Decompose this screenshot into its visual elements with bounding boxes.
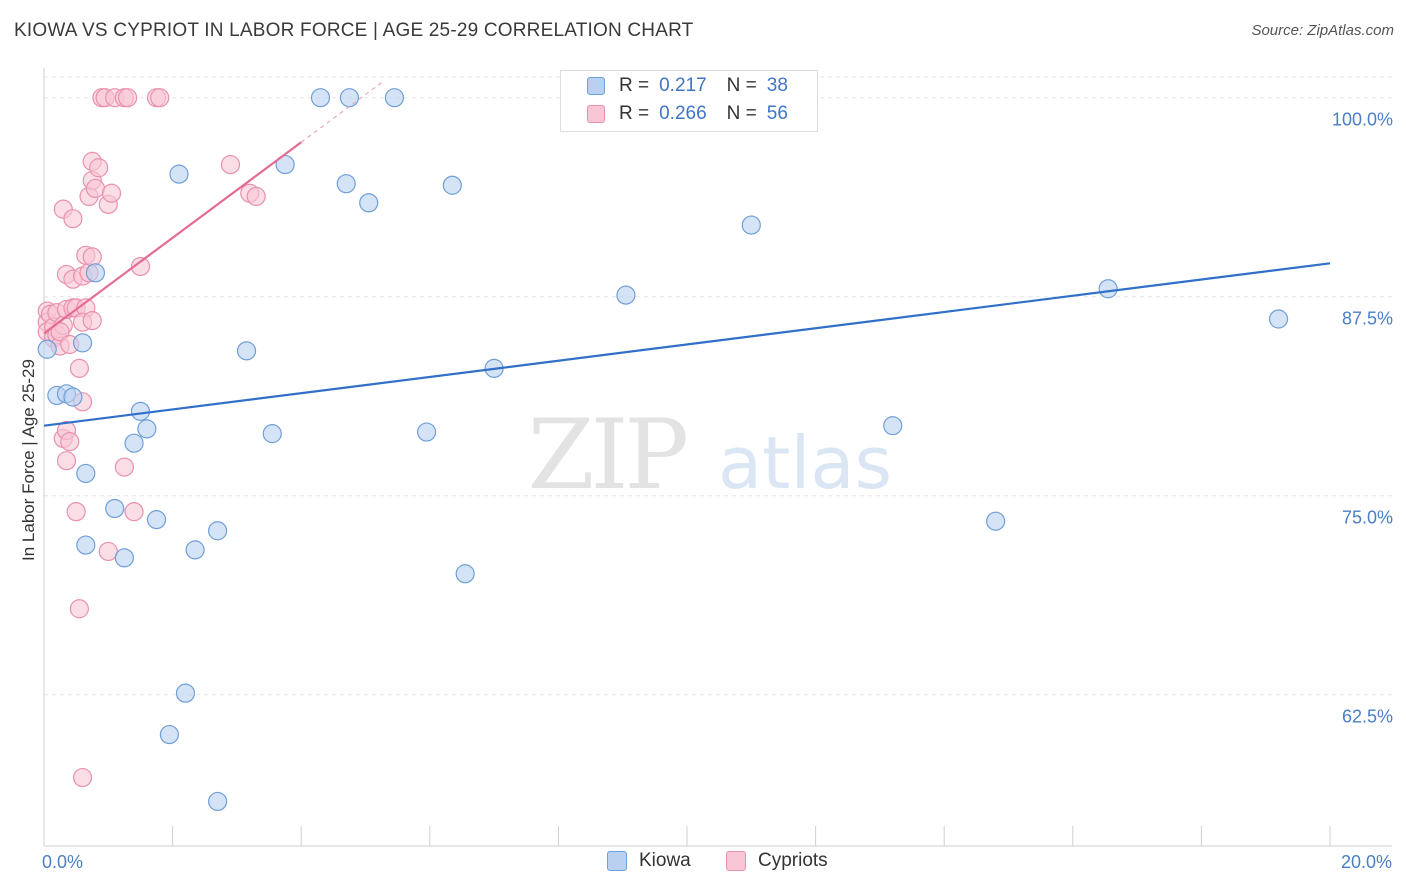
stats-row-kiowa: R = 0.217 N = 38: [587, 73, 788, 99]
kiowa-point: [105, 498, 125, 519]
cypriot-point: [56, 451, 77, 471]
kiowa-n-label: N =: [726, 75, 757, 96]
cypriot-n-label: N =: [726, 103, 757, 124]
kiowa-point: [175, 683, 196, 703]
kiowa-point: [310, 88, 331, 108]
cypriot-r-value: 0.266: [659, 103, 707, 124]
cypriot-point: [69, 599, 89, 619]
kiowa-point: [1268, 309, 1289, 329]
watermark: ZIP atlas: [528, 399, 892, 511]
kiowa-point: [76, 535, 96, 555]
cypriot-points: [37, 88, 266, 788]
kiowa-point: [130, 401, 151, 421]
kiowa-swatch: [587, 77, 605, 95]
kiowa-point: [114, 548, 134, 568]
kiowa-r-value: 0.217: [659, 75, 707, 96]
kiowa-point: [883, 416, 903, 436]
kiowa-point: [37, 339, 57, 359]
kiowa-point: [146, 510, 167, 530]
x-tick-min: 0.0%: [42, 852, 84, 872]
legend-cypriot-label: Cypriots: [758, 850, 828, 871]
legend-kiowa-label: Kiowa: [639, 850, 691, 871]
legend-item-kiowa[interactable]: Kiowa: [607, 850, 691, 872]
watermark-atlas: atlas: [718, 421, 892, 505]
cypriot-point: [89, 158, 109, 178]
y-tick-labels: 62.5% 75.0% 87.5% 100.0%: [1332, 110, 1393, 727]
legend-cypriot-swatch: [726, 851, 746, 871]
y-tick-label: 62.5%: [1342, 707, 1393, 727]
y-tick-label: 100.0%: [1332, 110, 1393, 130]
kiowa-r-label: R =: [619, 75, 650, 96]
legend-kiowa-swatch: [607, 851, 627, 871]
cypriot-point: [150, 88, 170, 108]
y-axis-label: In Labor Force | Age 25-29: [19, 359, 38, 561]
kiowa-point: [339, 88, 360, 108]
kiowa-point: [262, 424, 282, 444]
kiowa-point: [124, 433, 144, 453]
kiowa-point: [76, 463, 96, 484]
cypriot-trend-extension: [300, 81, 384, 143]
kiowa-point: [63, 387, 83, 407]
cypriot-point: [82, 247, 102, 267]
kiowa-point: [384, 88, 405, 108]
kiowa-point: [359, 193, 379, 213]
cypriot-point: [72, 767, 93, 788]
trend-lines: [43, 81, 1331, 427]
kiowa-point: [741, 215, 761, 235]
kiowa-point: [442, 175, 462, 195]
chart-title: KIOWA VS CYPRIOT IN LABOR FORCE | AGE 25…: [14, 20, 694, 41]
y-tick-label: 75.0%: [1342, 508, 1393, 528]
kiowa-point: [1098, 279, 1118, 299]
legend-item-cypriot[interactable]: Cypriots: [726, 850, 828, 872]
y-axis-label-wrap: In Labor Force | Age 25-29: [14, 250, 44, 670]
cypriot-r-label: R =: [619, 103, 650, 124]
stats-row-cypriot: R = 0.266 N = 56: [587, 101, 788, 127]
cypriot-n-value: 56: [766, 103, 788, 124]
kiowa-point: [159, 724, 179, 745]
gridlines: [44, 76, 1392, 696]
kiowa-points: [37, 88, 1289, 812]
kiowa-point: [85, 263, 106, 283]
cypriot-point: [114, 457, 134, 477]
x-tick-max: 20.0%: [1340, 852, 1392, 872]
cypriot-point: [66, 502, 86, 522]
kiowa-point: [208, 791, 228, 812]
kiowa-n-value: 38: [766, 75, 788, 96]
y-tick-label: 87.5%: [1342, 309, 1393, 329]
cypriot-point: [63, 209, 83, 229]
cypriot-swatch: [587, 105, 605, 123]
stats-legend: R = 0.217 N = 38 R = 0.266 N = 56: [560, 70, 818, 132]
cypriot-point: [69, 358, 89, 378]
cypriot-trend-line: [43, 141, 302, 335]
cypriot-point: [101, 183, 122, 203]
watermark-zip: ZIP: [528, 399, 687, 511]
kiowa-point: [336, 174, 356, 194]
kiowa-point: [208, 521, 228, 541]
cypriot-point: [60, 431, 80, 452]
cypriot-point: [85, 178, 106, 199]
kiowa-point: [416, 422, 437, 442]
cypriot-point: [82, 310, 102, 331]
kiowa-point: [137, 419, 157, 439]
cypriot-point: [98, 541, 118, 562]
cypriot-point: [130, 256, 151, 277]
kiowa-point: [616, 285, 636, 305]
series-legend: Kiowa Cypriots: [0, 850, 1406, 878]
kiowa-point: [455, 564, 475, 584]
kiowa-trend-line: [43, 262, 1331, 427]
axes: [43, 68, 1392, 847]
kiowa-point: [185, 540, 205, 560]
cypriot-point: [220, 154, 241, 175]
cypriot-point: [117, 88, 138, 108]
kiowa-point: [236, 341, 257, 361]
cypriot-point: [246, 186, 266, 207]
kiowa-point: [169, 164, 189, 184]
kiowa-point: [986, 511, 1006, 531]
kiowa-point: [72, 333, 93, 353]
source-label: Source: ZipAtlas.com: [1251, 22, 1394, 39]
cypriot-point: [124, 502, 144, 522]
